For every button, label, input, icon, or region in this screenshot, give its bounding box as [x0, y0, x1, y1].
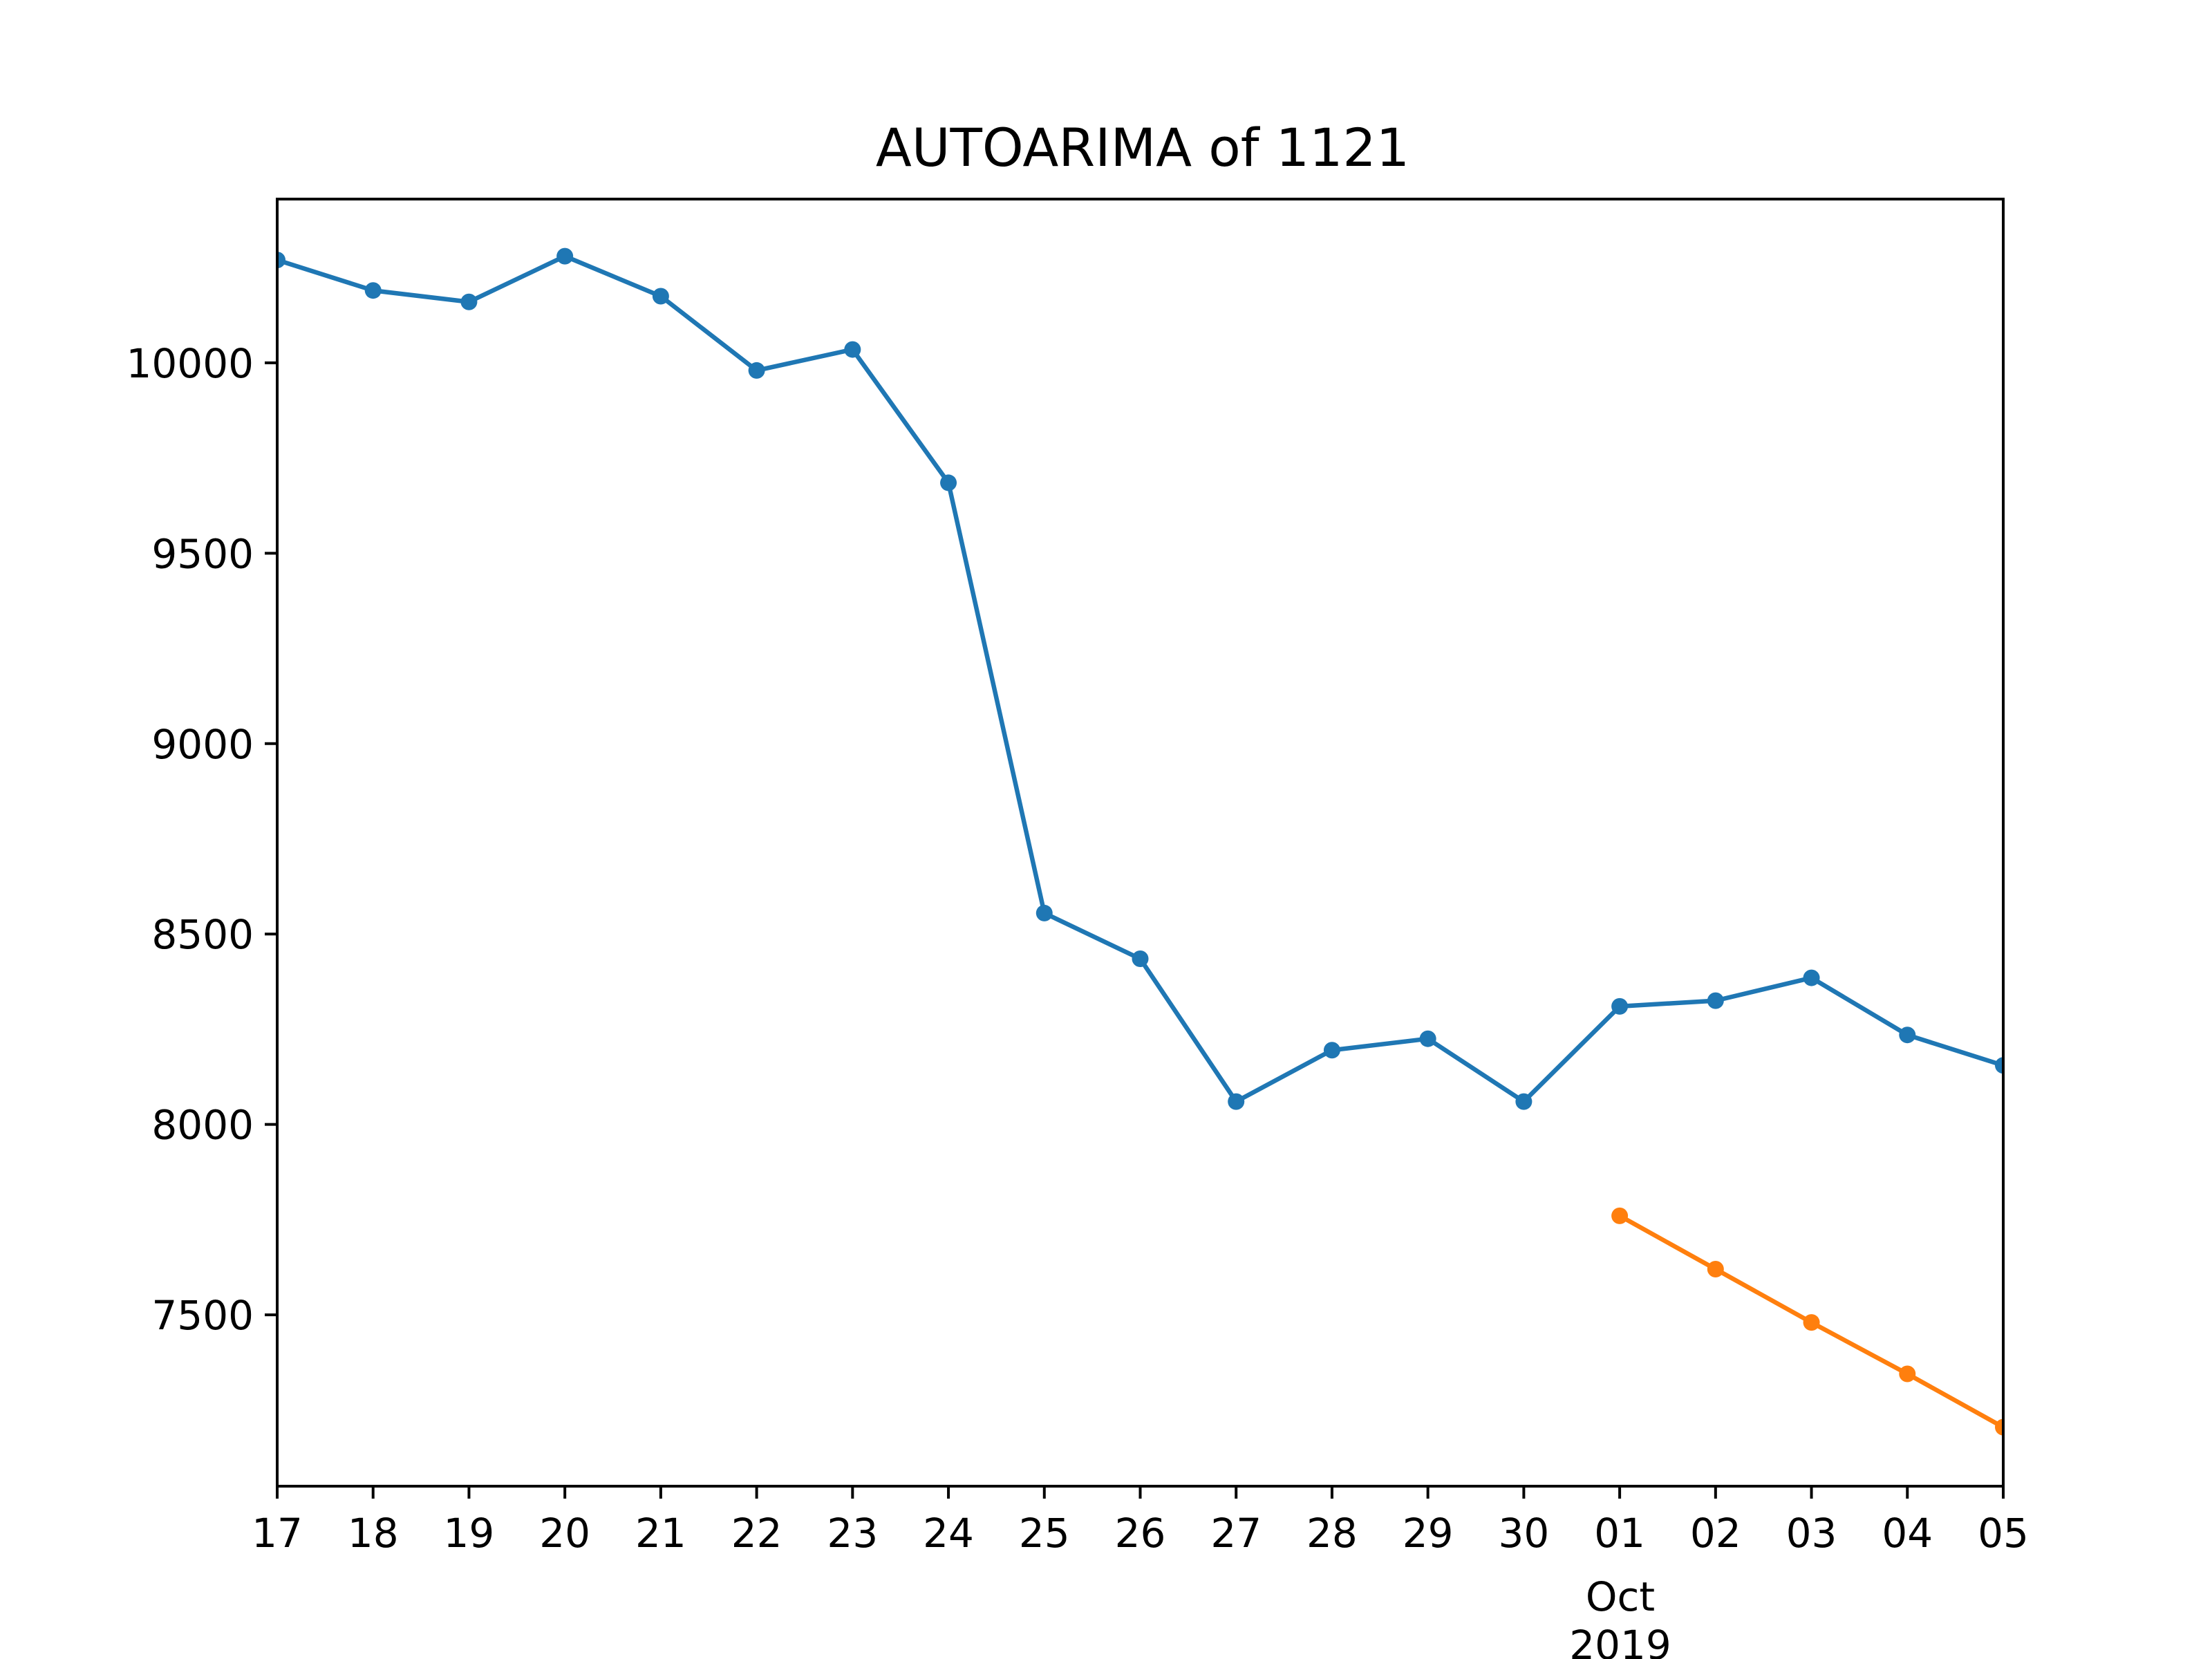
- y-tick-label: 8000: [151, 1102, 254, 1149]
- series-1-point: [1707, 992, 1724, 1009]
- x-tick-label: 21: [635, 1510, 686, 1557]
- x-tick-label: 18: [348, 1510, 399, 1557]
- x-tick-label: 17: [252, 1510, 303, 1557]
- series-1-point: [1323, 1042, 1340, 1059]
- y-tick-label: 9500: [151, 530, 254, 577]
- x-tick-label: 25: [1019, 1510, 1070, 1557]
- series-2-point: [1707, 1260, 1724, 1277]
- series-line-1: [277, 254, 2003, 1104]
- x-tick-label: 27: [1210, 1510, 1262, 1557]
- y-tick-label: 10000: [126, 340, 254, 387]
- series-1-point: [277, 252, 285, 269]
- x-tick-label: 04: [1882, 1510, 1933, 1557]
- series-1-point: [1995, 1057, 2003, 1074]
- x-tick-label: 23: [827, 1510, 878, 1557]
- series-1-point: [940, 474, 957, 491]
- series-1-point: [1132, 950, 1149, 968]
- series-1-point: [652, 288, 669, 305]
- series-1-point: [1899, 1027, 1916, 1044]
- series-1-point: [556, 247, 574, 265]
- x-tick-label: 01: [1594, 1510, 1645, 1557]
- x-tick-label: 20: [539, 1510, 590, 1557]
- x-tick-label: 05: [1978, 1510, 2029, 1557]
- series-2-point: [1803, 1314, 1820, 1331]
- series-1-point: [1419, 1030, 1436, 1047]
- series-1-point: [1228, 1093, 1245, 1110]
- plot-area: [277, 247, 2003, 1436]
- x-tick-label: 02: [1690, 1510, 1741, 1557]
- series-1-point: [1803, 969, 1820, 986]
- axes: 17 18 19 20 21 22 23 24 25 26 27 28 29 30 01 02 03 04 05 75…: [126, 340, 2028, 1557]
- series-2-point: [1995, 1418, 2003, 1436]
- series-1-point: [748, 362, 765, 379]
- x-tick-label: 24: [923, 1510, 974, 1557]
- y-tick-label: 9000: [151, 721, 254, 768]
- series-1-point: [364, 282, 382, 299]
- series-2-point: [1611, 1207, 1629, 1224]
- x-year-label: 2019: [1569, 1622, 1671, 1659]
- series-1-point: [1515, 1093, 1533, 1110]
- x-tick-label: 19: [444, 1510, 495, 1557]
- chart-title: AUTOARIMA of 1121: [876, 117, 1409, 178]
- x-tick-label: 28: [1306, 1510, 1358, 1557]
- series-2-point: [1899, 1365, 1916, 1382]
- series-1-point: [1611, 997, 1629, 1015]
- series-1-point: [1035, 904, 1053, 921]
- x-tick-label: 30: [1498, 1510, 1549, 1557]
- y-tick-label: 7500: [151, 1292, 254, 1339]
- plot-frame: [276, 198, 2005, 1488]
- x-tick-label: 22: [731, 1510, 782, 1557]
- series-1-point: [460, 293, 478, 310]
- x-tick-label: 03: [1786, 1510, 1837, 1557]
- y-tick-label: 8500: [151, 911, 254, 958]
- series-1-point: [844, 341, 861, 358]
- x-tick-label: 26: [1115, 1510, 1166, 1557]
- x-tick-label: 29: [1403, 1510, 1454, 1557]
- x-month-label: Oct: [1586, 1573, 1655, 1620]
